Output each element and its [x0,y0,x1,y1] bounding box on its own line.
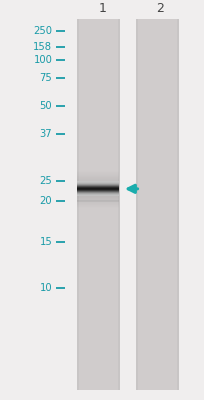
Bar [77,207,119,208]
Text: 1: 1 [98,2,106,15]
Bar [77,202,119,203]
Text: 15: 15 [39,237,52,247]
Bar [77,172,119,173]
Bar [77,200,119,201]
Bar [77,175,119,176]
Bar [77,175,119,176]
Bar [77,177,119,178]
Bar [176,19,178,390]
Text: 50: 50 [39,101,52,111]
Bar [77,205,119,206]
Bar [77,203,119,204]
Text: 37: 37 [39,128,52,138]
Text: 250: 250 [33,26,52,36]
Bar [117,19,119,390]
Bar [77,196,119,197]
Bar [77,173,119,174]
Bar [77,198,119,199]
Bar [77,201,119,202]
Bar [77,179,119,180]
Text: 75: 75 [39,73,52,83]
Bar [77,204,119,205]
Bar [77,206,119,207]
Bar [77,198,119,199]
Bar [136,19,178,390]
Bar [77,178,119,179]
Bar [77,171,119,172]
Bar [77,203,119,204]
Text: 10: 10 [39,282,52,292]
Bar [76,19,79,390]
Bar [77,173,119,174]
Bar [77,197,119,198]
Bar [77,199,119,200]
Text: 158: 158 [33,42,52,52]
Bar [77,174,119,175]
Bar [77,180,119,181]
Text: 20: 20 [39,196,52,206]
Text: 2: 2 [155,2,163,15]
Text: 100: 100 [33,55,52,65]
Text: 25: 25 [39,176,52,186]
Bar [77,180,119,181]
Bar [136,19,138,390]
Bar [76,19,119,390]
Bar [77,176,119,177]
